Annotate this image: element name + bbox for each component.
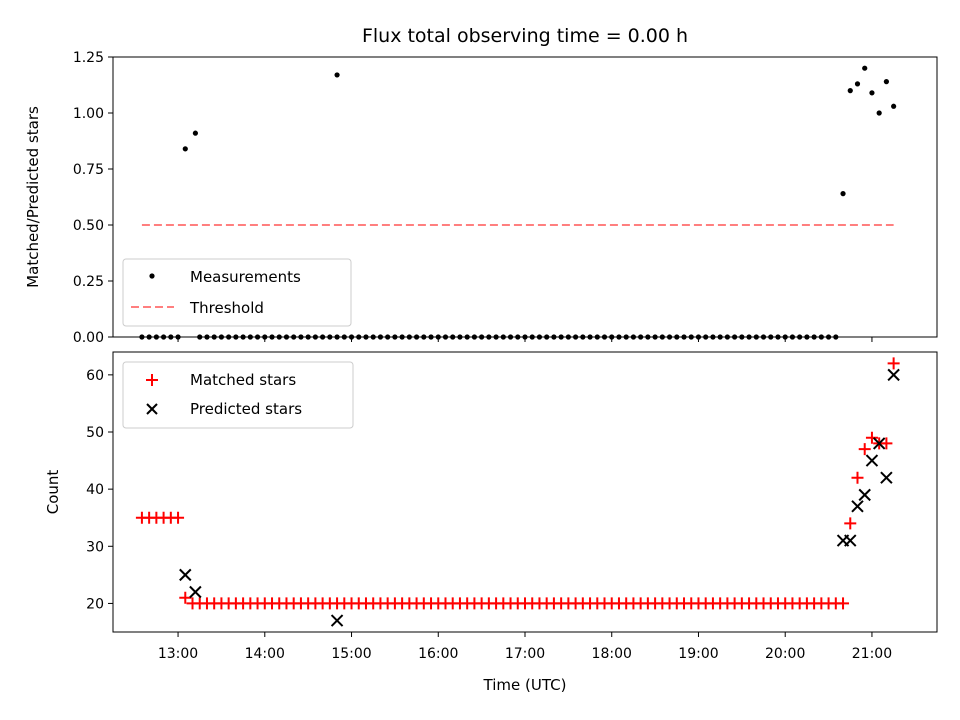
predicted-star-point xyxy=(851,500,864,513)
ratio-legend-box xyxy=(122,258,352,327)
ratio-panel: 0.00 0.25 0.50 0.75 1.00 1.25 Matched/Predict… xyxy=(24,50,938,346)
matched-star-point xyxy=(865,431,878,444)
ratio-y-ticks: 0.00 0.25 0.50 0.75 1.00 1.25 xyxy=(73,50,113,346)
count-x-tick-label: 15:00 xyxy=(331,646,371,662)
predicted-star-point xyxy=(189,585,202,599)
legend-label-matched-stars: Matched stars xyxy=(190,371,296,389)
count-x-tick-label: 20:00 xyxy=(765,646,805,662)
measurement-point xyxy=(862,65,868,71)
count-panel: 20 30 40 50 60 13:00 14:00 15:00 16:00 17:00 18:0… xyxy=(44,351,938,694)
measurement-point xyxy=(854,81,861,87)
count-x-tick-label: 19:00 xyxy=(678,646,718,662)
predicted-star-point xyxy=(179,568,192,582)
measurement-point xyxy=(182,146,188,152)
count-x-tick-label: 18:00 xyxy=(592,646,632,662)
matched-star-point xyxy=(179,591,192,604)
measurement-point xyxy=(847,88,853,94)
ratio-y-tick-label: 0.00 xyxy=(73,330,104,346)
count-x-axis-label: Time (UTC) xyxy=(483,676,567,694)
predicted-star-point xyxy=(872,437,886,450)
legend-label-predicted-stars: Predicted stars xyxy=(190,400,302,418)
count-y-tick-label: 20 xyxy=(86,596,104,612)
count-x-tick-label: 17:00 xyxy=(505,646,545,662)
predicted-star-point xyxy=(858,488,871,502)
ratio-x-ticks xyxy=(177,337,873,342)
count-y-tick-label: 50 xyxy=(86,425,104,441)
matched-star-point xyxy=(880,437,893,450)
predicted-star-point xyxy=(844,534,857,547)
predicted-star-point xyxy=(887,368,900,382)
matched-star-point xyxy=(858,443,871,456)
ratio-legend: Measurements Threshold xyxy=(122,258,352,327)
count-x-tick-label: 21:00 xyxy=(852,646,892,662)
chart-title: Flux total observing time = 0.00 h xyxy=(362,25,688,47)
measurement-point xyxy=(192,130,198,136)
count-x-tick-label: 14:00 xyxy=(245,646,285,662)
count-plot-area xyxy=(135,357,900,627)
ratio-y-tick-label: 0.50 xyxy=(73,218,104,234)
measurement-point xyxy=(891,103,897,109)
measurement-point xyxy=(840,191,846,197)
measurement-point xyxy=(876,110,882,116)
measurement-point xyxy=(869,90,875,96)
count-y-tick-label: 60 xyxy=(86,368,104,384)
ratio-y-tick-label: 0.25 xyxy=(73,274,104,290)
measurement-point xyxy=(883,79,890,85)
count-y-ticks: 20 30 40 50 60 xyxy=(86,368,113,612)
count-x-tick-label: 16:00 xyxy=(418,646,458,662)
predicted-star-point xyxy=(865,454,879,467)
matched-star-point xyxy=(172,511,185,524)
predicted-star-point xyxy=(330,614,344,627)
ratio-y-tick-label: 1.00 xyxy=(73,106,104,122)
count-y-tick-label: 40 xyxy=(86,482,104,498)
count-y-tick-label: 30 xyxy=(86,539,104,555)
count-legend-box xyxy=(122,361,354,429)
legend-marker-measurements xyxy=(149,273,155,279)
count-x-tick-label: 13:00 xyxy=(158,646,198,662)
legend-label-threshold: Threshold xyxy=(189,299,264,317)
matched-star-point xyxy=(837,597,850,610)
predicted-star-point xyxy=(880,471,893,484)
legend-label-measurements: Measurements xyxy=(190,268,301,286)
ratio-y-tick-label: 1.25 xyxy=(73,50,104,66)
ratio-y-tick-label: 0.75 xyxy=(73,162,104,178)
matched-star-point xyxy=(887,357,900,370)
matched-star-point xyxy=(844,517,857,530)
ratio-y-axis-label: Matched/Predicted stars xyxy=(24,106,42,288)
matched-star-point xyxy=(851,471,864,484)
count-y-axis-label: Count xyxy=(44,470,62,515)
count-x-ticks: 13:00 14:00 15:00 16:00 17:00 18:00 19:00 20:00… xyxy=(158,632,892,662)
measurement-point xyxy=(334,72,340,78)
count-legend: Matched stars Predicted stars xyxy=(122,361,354,429)
legend-marker-predicted-stars xyxy=(146,403,158,415)
legend-marker-matched-stars xyxy=(146,374,158,386)
